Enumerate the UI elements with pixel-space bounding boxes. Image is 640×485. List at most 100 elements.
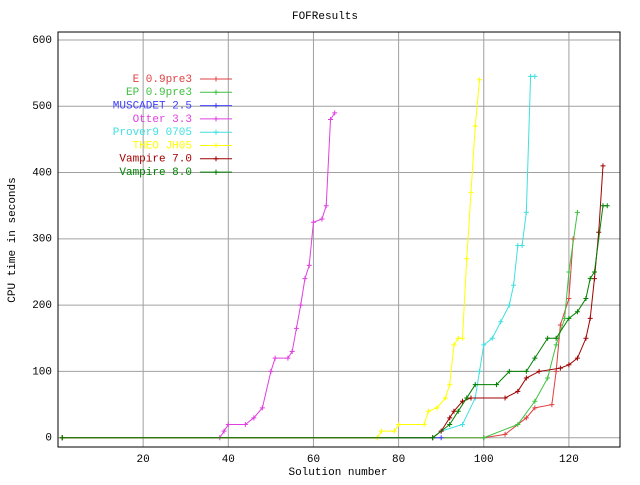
x-tick-label: 100	[474, 454, 494, 466]
point-marker	[515, 388, 521, 394]
point-marker	[459, 335, 465, 341]
x-axis-label: Solution number	[288, 467, 387, 479]
point-marker	[583, 296, 589, 302]
point-marker	[591, 276, 597, 282]
point-marker	[566, 315, 572, 321]
point-marker	[447, 415, 453, 421]
series-line	[62, 212, 578, 439]
legend-label: THEO JH05	[133, 140, 192, 152]
point-marker	[515, 242, 521, 248]
point-marker	[251, 415, 257, 421]
point-marker	[455, 408, 461, 414]
point-marker	[268, 368, 274, 374]
point-marker	[323, 203, 329, 209]
point-marker	[532, 405, 538, 411]
point-marker	[396, 421, 402, 427]
series-line	[62, 75, 535, 439]
point-marker	[472, 123, 478, 129]
point-marker	[464, 256, 470, 262]
legend-label: Vampire 7.0	[119, 154, 192, 166]
point-marker	[468, 395, 474, 401]
legend-label: MUSCADET 2.5	[113, 101, 192, 113]
point-marker	[464, 395, 470, 401]
point-marker	[468, 189, 474, 195]
point-marker	[545, 375, 551, 381]
point-marker	[310, 219, 316, 225]
point-marker	[438, 435, 444, 441]
legend-label: Prover9 0705	[113, 127, 192, 139]
point-marker	[430, 435, 436, 441]
y-tick-label: 0	[45, 433, 52, 445]
series-line	[62, 238, 574, 439]
legend-label: E 0.9pre3	[133, 74, 192, 86]
point-marker	[574, 355, 580, 361]
point-marker	[455, 335, 461, 341]
x-tick-label: 80	[392, 454, 405, 466]
point-marker	[391, 428, 397, 434]
point-marker	[494, 382, 500, 388]
point-marker	[574, 209, 580, 215]
y-tick-label: 600	[32, 35, 52, 47]
point-marker	[583, 335, 589, 341]
point-marker	[298, 302, 304, 308]
point-marker	[515, 421, 521, 427]
point-marker	[447, 382, 453, 388]
point-marker	[285, 355, 291, 361]
point-marker	[434, 405, 440, 411]
point-marker	[481, 342, 487, 348]
point-marker	[379, 428, 385, 434]
point-marker	[225, 421, 231, 427]
x-tick-label: 20	[137, 454, 150, 466]
x-tick-label: 120	[559, 454, 579, 466]
y-tick-label: 100	[32, 366, 52, 378]
point-marker	[587, 315, 593, 321]
point-marker	[302, 276, 308, 282]
point-marker	[421, 421, 427, 427]
point-marker	[447, 421, 453, 427]
y-axis-label: CPU time in seconds	[7, 177, 19, 302]
point-marker	[477, 77, 482, 83]
point-marker	[481, 435, 487, 441]
plot-frame	[57, 31, 621, 448]
point-marker	[587, 276, 593, 282]
point-marker	[523, 368, 529, 374]
y-tick-label: 500	[32, 101, 52, 113]
point-marker	[545, 335, 551, 341]
x-tick-label: 60	[307, 454, 320, 466]
point-marker	[562, 315, 568, 321]
point-marker	[451, 408, 457, 414]
point-marker	[523, 415, 529, 421]
point-marker	[259, 405, 265, 411]
point-marker	[528, 73, 534, 79]
legend-marker	[213, 156, 219, 162]
point-marker	[242, 421, 248, 427]
point-marker	[523, 209, 529, 215]
legend-marker	[213, 129, 219, 135]
point-marker	[549, 402, 555, 408]
legend-marker	[213, 103, 219, 109]
point-marker	[604, 203, 610, 209]
point-marker	[566, 362, 572, 368]
point-marker	[553, 335, 559, 341]
point-marker	[489, 335, 495, 341]
legend-marker	[213, 143, 219, 148]
point-marker	[557, 365, 563, 371]
point-marker	[502, 395, 508, 401]
point-marker	[600, 203, 606, 209]
point-marker	[425, 408, 431, 414]
point-marker	[442, 395, 448, 401]
legend-marker	[213, 76, 219, 82]
y-tick-label: 200	[32, 300, 52, 312]
legend-marker	[213, 89, 219, 95]
series-line	[62, 205, 608, 439]
point-marker	[502, 431, 508, 437]
point-marker	[566, 269, 572, 275]
point-marker	[532, 355, 538, 361]
point-marker	[536, 368, 542, 374]
y-tick-label: 300	[32, 234, 52, 246]
point-marker	[451, 342, 457, 348]
legend-marker	[213, 116, 219, 122]
point-marker	[59, 435, 65, 441]
x-tick-label: 40	[222, 454, 235, 466]
legend-marker	[213, 169, 219, 175]
